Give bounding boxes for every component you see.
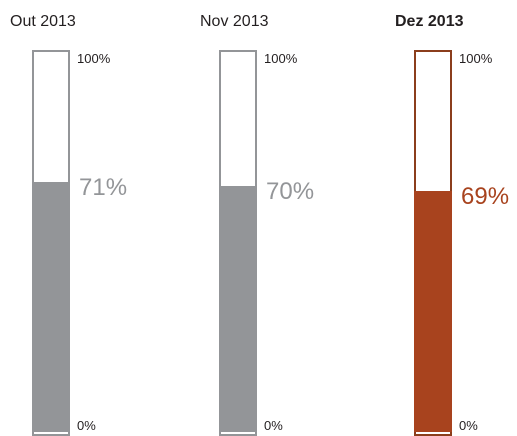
gauge-value-label: 70%: [266, 178, 315, 206]
gauge-fill: [414, 190, 452, 432]
gauge-fill: [219, 186, 257, 432]
gauge-min-label: 0%: [77, 418, 96, 433]
gauge-max-label: 100%: [264, 51, 298, 66]
gauge-min-label: 0%: [459, 418, 478, 433]
gauge-label: Out 2013: [10, 13, 76, 30]
gauge-value-label: 71%: [79, 173, 128, 201]
gauge-label: Nov 2013: [200, 13, 269, 30]
gauge-fill: [32, 181, 70, 432]
gauge-label: Dez 2013: [395, 13, 464, 30]
gauge-min-label: 0%: [264, 418, 283, 433]
gauge-max-label: 100%: [77, 51, 111, 66]
gauge-value-label: 69%: [461, 182, 510, 210]
gauge-max-label: 100%: [459, 51, 493, 66]
